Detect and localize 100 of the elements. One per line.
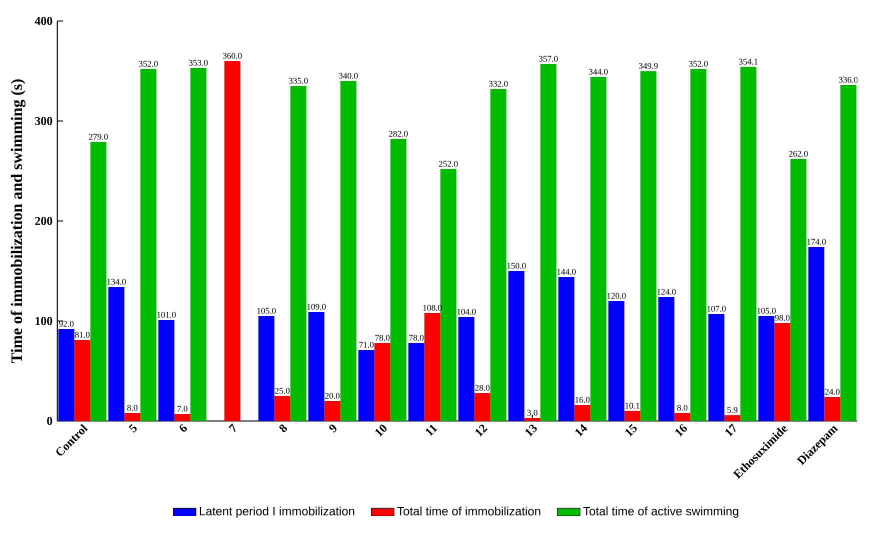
data-label: 10.1 — [626, 402, 640, 409]
bar — [74, 340, 90, 421]
bar — [558, 276, 574, 421]
x-tick-label: 13 — [525, 424, 537, 437]
data-label: 279.0 — [88, 134, 108, 140]
bar — [474, 392, 490, 421]
data-label: 8.0 — [127, 404, 138, 411]
data-label: 8.0 — [677, 404, 688, 411]
data-label: 78.0 — [409, 334, 424, 341]
bar — [274, 396, 290, 421]
data-label: 134.0 — [107, 278, 126, 285]
data-label: 144.0 — [557, 268, 576, 275]
bar — [590, 76, 606, 421]
data-label: 78.0 — [375, 334, 390, 341]
data-label: 150.0 — [507, 262, 526, 269]
y-tick-label: 400 — [34, 16, 52, 26]
bar — [358, 350, 374, 421]
data-label: 352.0 — [139, 60, 158, 67]
data-label: 336.0 — [839, 76, 858, 83]
bar — [574, 404, 590, 421]
data-label: 71.0 — [359, 342, 374, 348]
x-tick-label: 11 — [426, 424, 438, 436]
data-label: 352.0 — [689, 60, 708, 67]
bar — [58, 328, 74, 421]
bar — [824, 396, 840, 421]
x-tick-label: 9 — [329, 424, 336, 433]
bar — [790, 158, 806, 421]
data-label: 25.0 — [275, 388, 290, 394]
bar — [390, 138, 406, 421]
legend-label: Latent period I immobilization — [200, 506, 354, 518]
bar — [690, 68, 706, 421]
bar — [258, 316, 274, 421]
data-label: 357.0 — [539, 56, 558, 62]
bar — [524, 418, 540, 421]
bar — [158, 320, 174, 421]
data-label: 174.0 — [807, 238, 826, 245]
data-label: 262.0 — [788, 150, 808, 157]
x-tick-label: 10 — [376, 424, 387, 437]
data-label: 101.0 — [157, 312, 176, 318]
bar — [290, 86, 306, 421]
bar — [124, 412, 140, 421]
data-label: 332.0 — [489, 80, 508, 87]
y-tick-label: 100 — [36, 316, 52, 326]
bar — [540, 64, 556, 421]
x-tick-label: 12 — [475, 424, 488, 437]
bar — [224, 60, 240, 421]
y-tick-label: 200 — [35, 216, 52, 226]
bar — [740, 66, 756, 421]
data-label: 81.0 — [75, 332, 90, 338]
x-tick-label: 15 — [625, 424, 637, 437]
data-label: 28.0 — [475, 384, 490, 391]
data-label: 109.0 — [307, 304, 326, 310]
bar — [190, 68, 206, 421]
data-label: 3.0 — [527, 410, 538, 416]
data-label: 360.0 — [223, 52, 242, 59]
data-label: 104.0 — [457, 308, 476, 315]
bar — [374, 342, 390, 421]
bar — [674, 412, 690, 421]
data-label: 124.0 — [657, 288, 676, 295]
data-label: 340.0 — [339, 72, 358, 79]
bar — [640, 71, 656, 421]
bar — [508, 270, 524, 421]
data-label: 353.0 — [189, 60, 208, 66]
bar — [808, 246, 824, 421]
bar — [608, 300, 624, 421]
bar — [424, 312, 440, 421]
bar — [624, 410, 640, 421]
bar — [174, 414, 190, 421]
data-label: 252.0 — [438, 160, 458, 167]
bar — [708, 314, 724, 421]
bar — [440, 168, 456, 421]
bar — [758, 316, 774, 421]
x-tick-label: 7 — [228, 423, 236, 432]
data-label: 24.0 — [825, 388, 840, 395]
x-tick-label: 5 — [128, 424, 137, 433]
data-label: 5.9 — [727, 406, 738, 413]
data-label: 120.0 — [607, 292, 626, 299]
data-label: 7.0 — [177, 406, 188, 412]
data-label: 344.0 — [589, 68, 608, 75]
bar — [108, 286, 124, 421]
x-tick-label: 6 — [180, 424, 187, 432]
x-tick-label: 14 — [575, 424, 588, 437]
x-tick-label: 17 — [725, 423, 736, 437]
bar — [140, 68, 156, 421]
bar — [308, 312, 324, 421]
legend-label: Total time of immobilization — [397, 506, 540, 516]
data-label: 16.0 — [576, 396, 590, 403]
bar — [408, 342, 424, 421]
data-label: 98.0 — [775, 314, 790, 321]
bar — [658, 296, 674, 421]
data-label: 354.1 — [739, 58, 758, 65]
x-tick-label: 8 — [279, 424, 287, 432]
bar — [340, 80, 356, 421]
bar — [324, 400, 340, 421]
y-axis-title: Time of immobilization and swimming (s) — [10, 79, 26, 364]
y-tick-label: 300 — [35, 116, 52, 126]
x-tick-label: 16 — [675, 424, 687, 437]
bar — [458, 316, 474, 421]
data-label: 105.0 — [757, 308, 776, 314]
y-tick-label: 0 — [47, 416, 52, 426]
